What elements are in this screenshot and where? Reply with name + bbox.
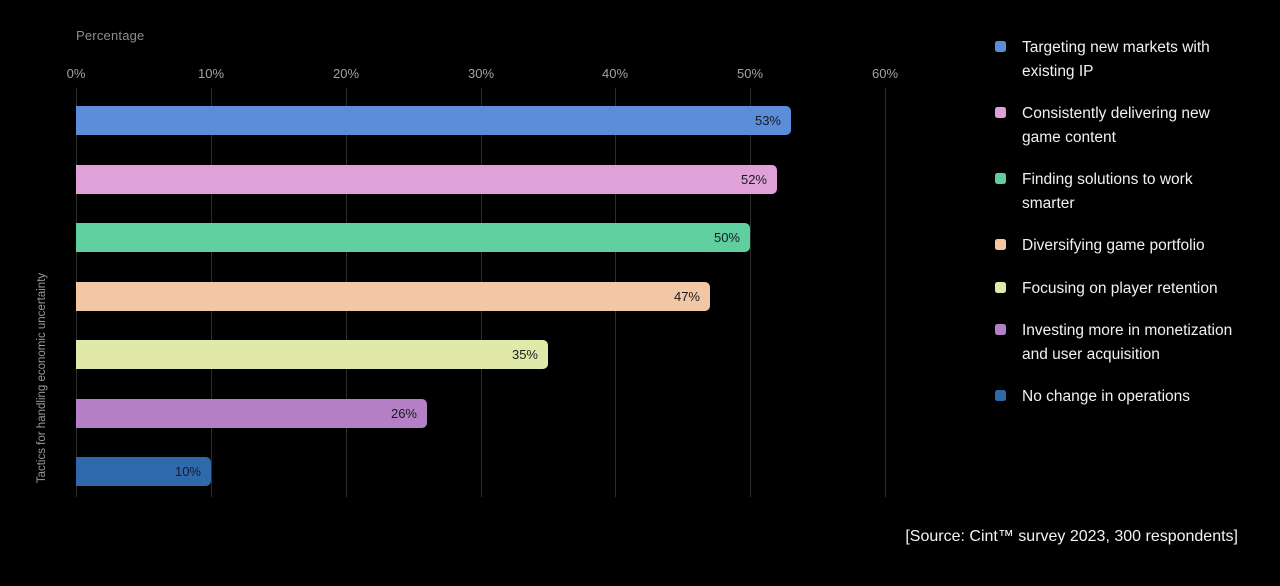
legend: Targeting new markets with existing IP Co… <box>995 36 1241 409</box>
legend-swatch-icon <box>995 281 1006 293</box>
legend-swatch-icon <box>995 324 1006 335</box>
legend-swatch-icon <box>995 390 1006 401</box>
bar-3: 50% <box>76 223 750 252</box>
x-axis-title: Percentage <box>76 28 145 43</box>
bar-5: 35% <box>76 340 548 369</box>
x-tick-label: 50% <box>736 66 764 81</box>
bar-value-label: 50% <box>713 230 740 245</box>
bar-chart-plot-area: 0% 10% 20% 30% 40% 50% 60% 53% 52% 50% 47% 35% 26% 1… <box>67 66 956 506</box>
legend-item: Investing more in monetization and user … <box>995 319 1241 366</box>
legend-label: Consistently delivering new game content <box>1022 105 1210 146</box>
legend-item: Focusing on player retention <box>995 277 1241 301</box>
bar-6: 26% <box>76 398 427 428</box>
bar-4: 47% <box>76 281 710 311</box>
legend-item: Finding solutions to work smarter <box>995 168 1241 215</box>
legend-label: Focusing on player retention <box>1022 279 1218 297</box>
bar-value-label: 35% <box>511 347 538 362</box>
bar-value-label: 10% <box>174 464 201 479</box>
source-note: [Source: Cint™ survey 2023, 300 responde… <box>905 528 1238 545</box>
legend-item: Targeting new markets with existing IP <box>995 36 1241 83</box>
legend-swatch-icon <box>995 239 1006 250</box>
legend-item: Consistently delivering new game content <box>995 102 1241 149</box>
legend-swatch-icon <box>995 173 1006 184</box>
x-tick-label: 0% <box>66 66 86 81</box>
legend-swatch-icon <box>995 41 1006 52</box>
gridline <box>750 88 751 497</box>
legend-swatch-icon <box>995 107 1006 118</box>
bar-value-label: 52% <box>740 171 767 187</box>
legend-label: Investing more in monetization and user … <box>1022 322 1233 363</box>
legend-label: No change in operations <box>1022 388 1191 405</box>
bar-1: 53% <box>76 106 791 135</box>
x-tick-label: 60% <box>871 66 899 81</box>
bar-value-label: 47% <box>673 288 700 304</box>
x-tick-label: 20% <box>332 66 360 81</box>
bar-7: 10% <box>76 457 211 486</box>
gridline <box>885 88 886 497</box>
legend-item: No change in operations <box>995 385 1241 409</box>
legend-label: Targeting new markets with existing IP <box>1022 39 1210 80</box>
legend-label: Diversifying game portfolio <box>1022 237 1205 254</box>
bar-value-label: 26% <box>390 405 417 421</box>
legend-item: Diversifying game portfolio <box>995 234 1241 258</box>
legend-label: Finding solutions to work smarter <box>1022 171 1193 212</box>
bar-2: 52% <box>76 164 777 194</box>
y-axis-label: Tactics for handling economic uncertaint… <box>36 272 48 484</box>
x-tick-label: 30% <box>467 66 495 81</box>
x-tick-label: 10% <box>197 66 225 81</box>
bar-value-label: 53% <box>754 113 781 128</box>
x-tick-label: 40% <box>601 66 629 81</box>
